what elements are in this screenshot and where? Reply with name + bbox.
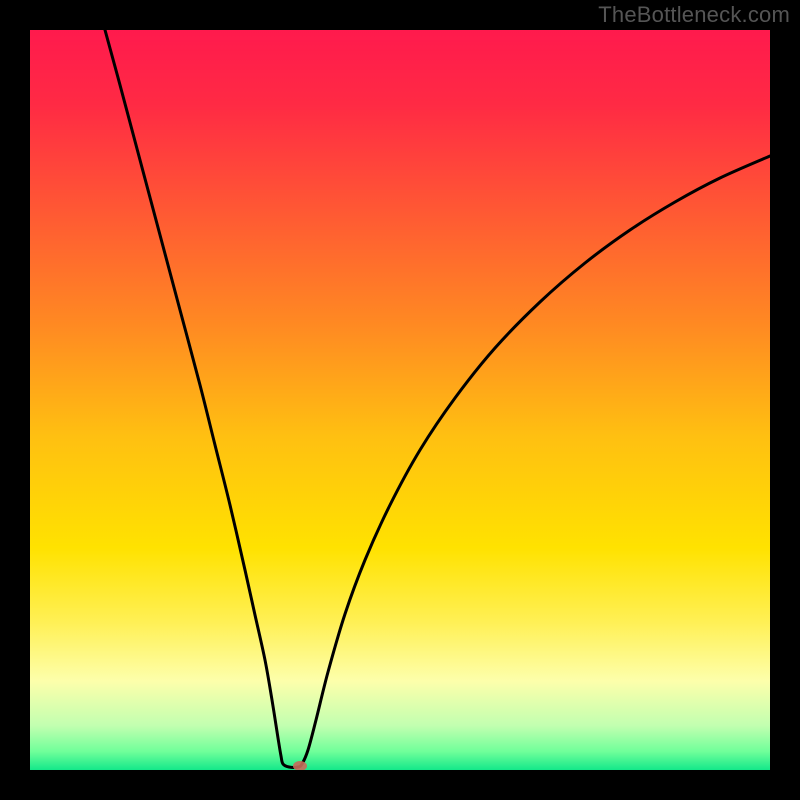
plot-gradient-background	[30, 30, 770, 770]
bottleneck-chart-svg	[0, 0, 800, 800]
chart-stage: TheBottleneck.com	[0, 0, 800, 800]
optimal-point-marker	[293, 761, 307, 771]
watermark-label: TheBottleneck.com	[598, 2, 790, 28]
